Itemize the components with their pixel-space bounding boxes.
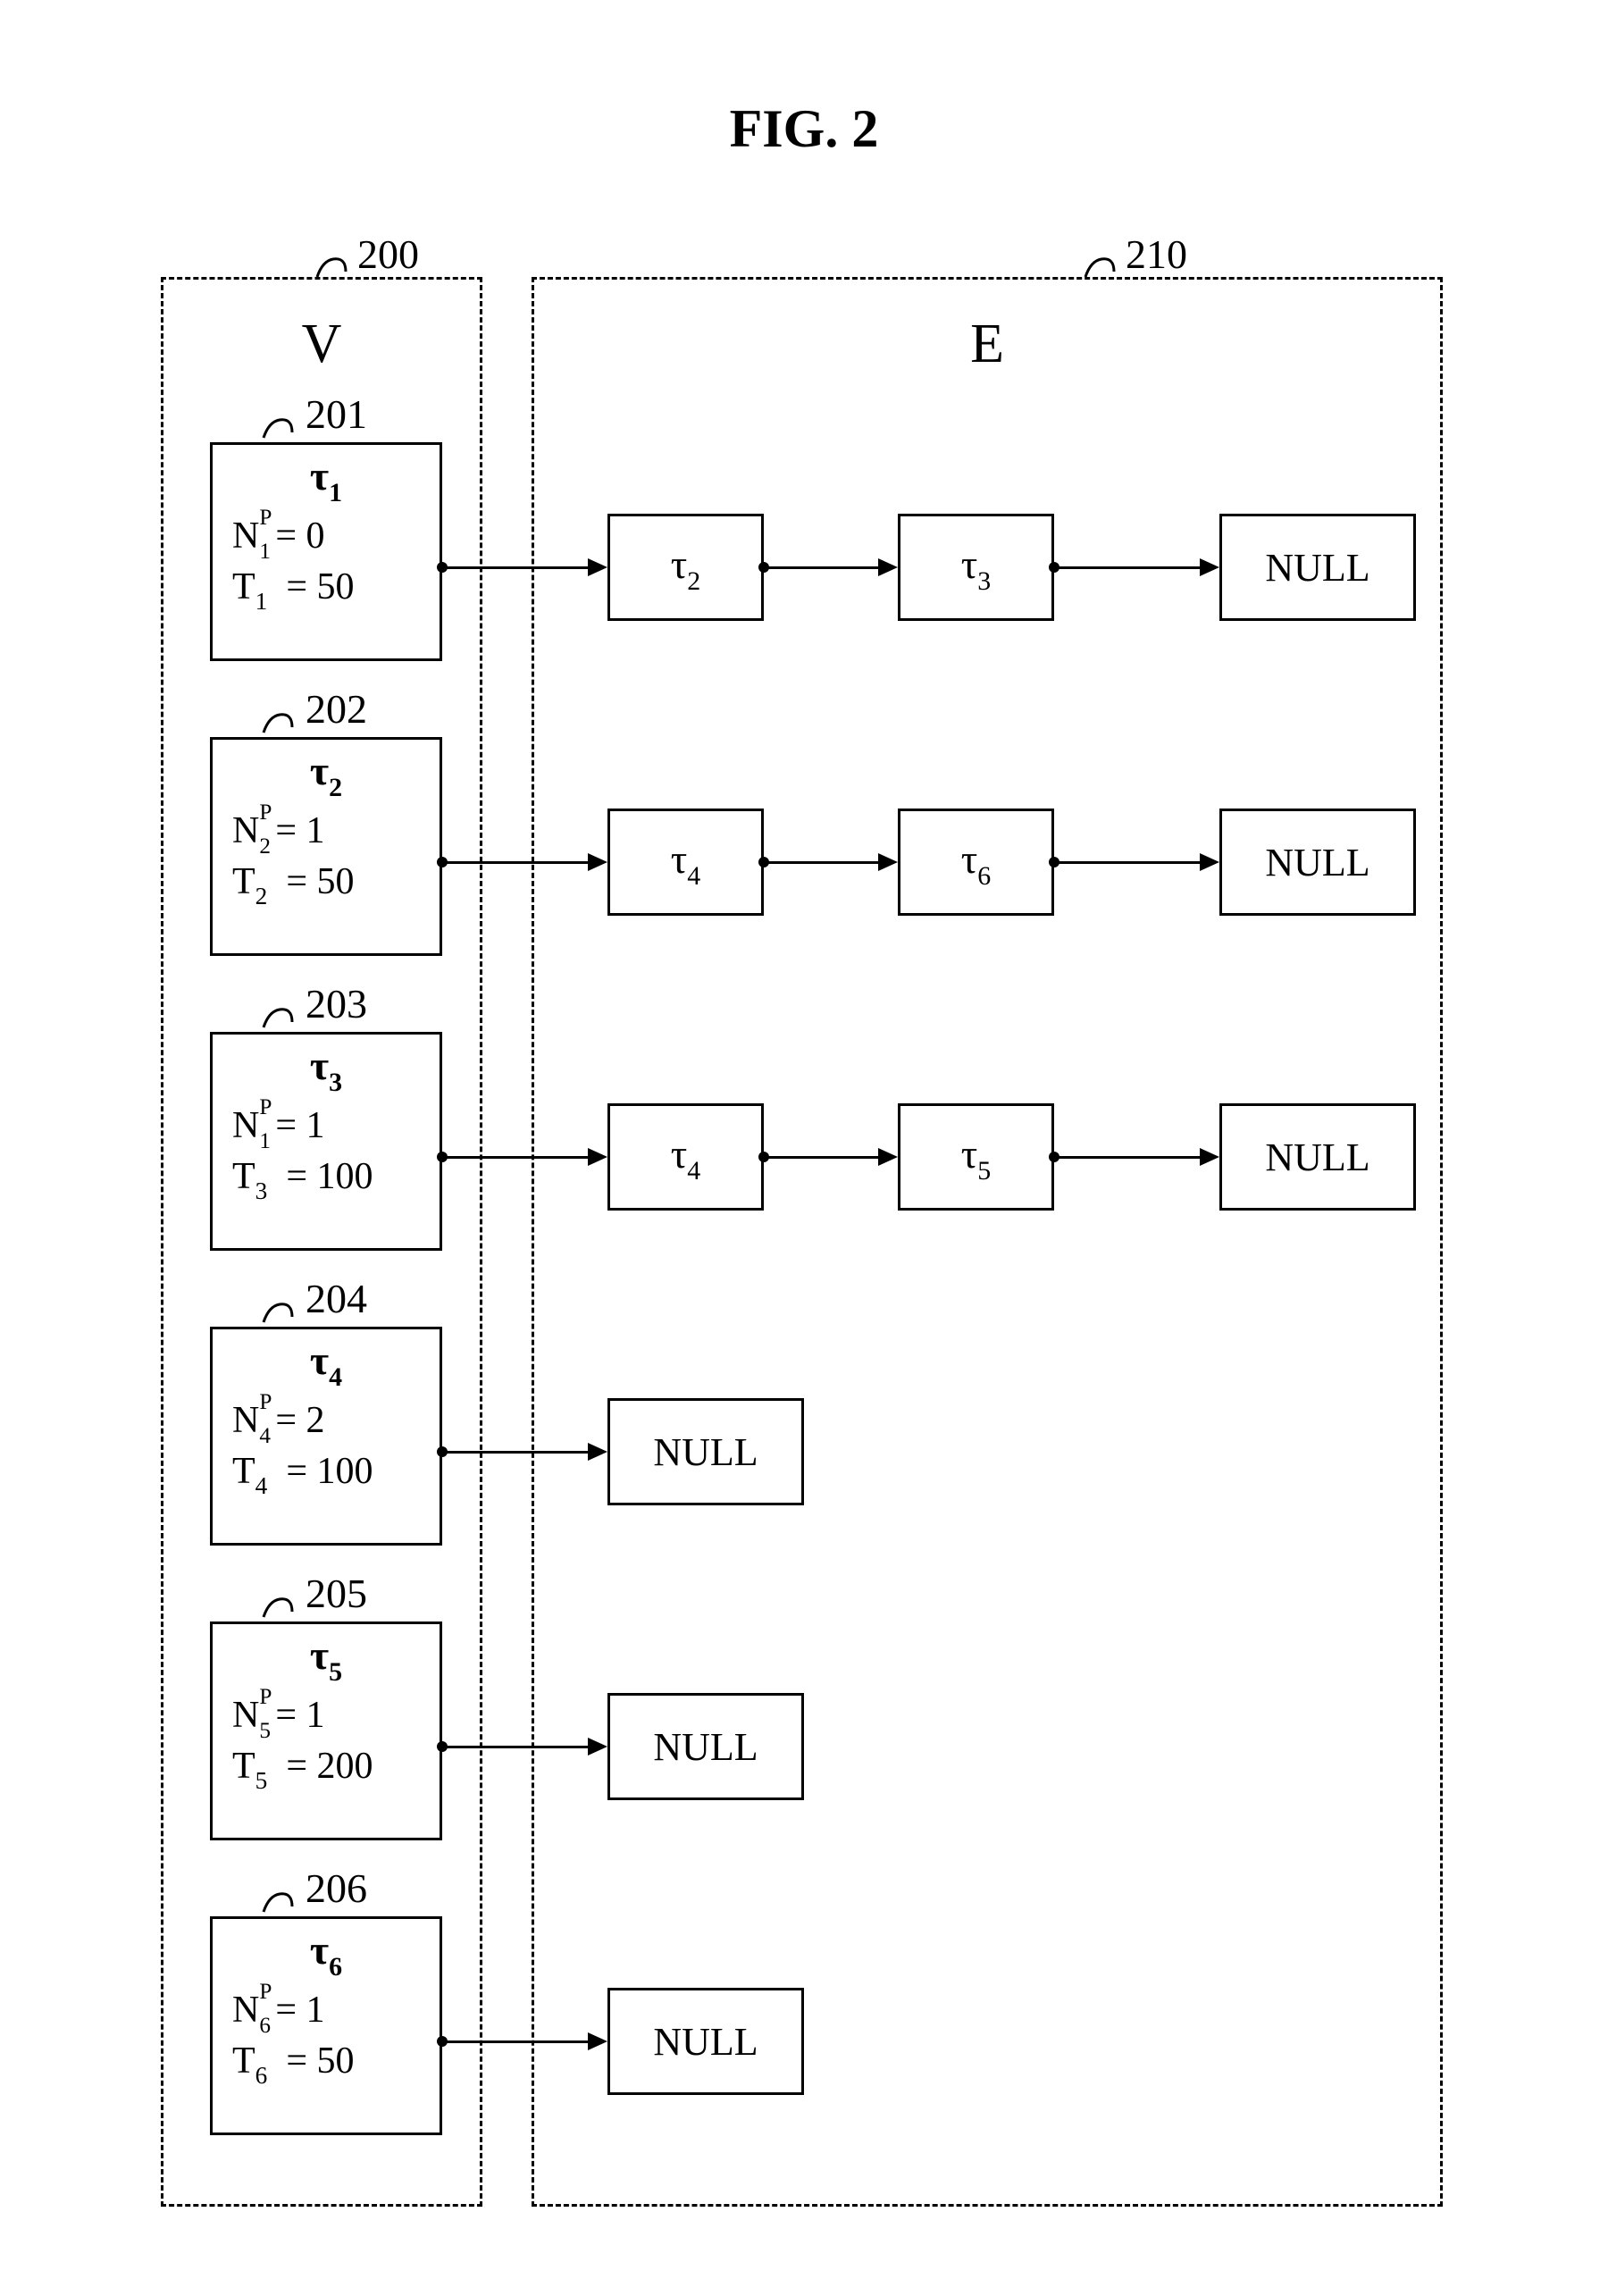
vnode-ref-v2: 202	[306, 685, 367, 733]
ref-label-200: 200	[357, 230, 419, 278]
enode-tau3-r0-c1: τ3	[898, 514, 1054, 621]
null-label: NULL	[653, 1429, 758, 1475]
region-e-label-text: E	[970, 314, 1004, 374]
vnode-n-line: NP1= 0	[213, 511, 440, 562]
enode-null-r1-c2: NULL	[1219, 809, 1416, 916]
arrow-line-r2-c2	[1054, 1156, 1200, 1159]
vnode-n-line: NP6= 1	[213, 1985, 440, 2036]
vnode-t-line: T1 = 50	[213, 562, 440, 616]
arrow-head-r0-c0	[588, 558, 607, 576]
arrow-line-r0-c0	[442, 566, 588, 569]
arrow-line-r2-c1	[764, 1156, 878, 1159]
figure-page: FIG. 2 V E 200 210 τ1NP1= 0T1 = 50201τ2N…	[0, 0, 1608, 2296]
vnode-leader-v2	[259, 701, 313, 737]
vnode-tau-label: τ4	[213, 1337, 440, 1390]
enode-null-r4-c0: NULL	[607, 1693, 804, 1800]
vnode-ref-v1: 201	[306, 390, 367, 438]
vnode-v6: τ6NP6= 1T6 = 50	[210, 1916, 442, 2135]
ref-200-text: 200	[357, 231, 419, 277]
arrow-head-r4-c0	[588, 1738, 607, 1756]
arrow-line-r0-c2	[1054, 566, 1200, 569]
enode-null-r3-c0: NULL	[607, 1398, 804, 1505]
region-e-label: E	[532, 313, 1443, 376]
vnode-leader-v1	[259, 406, 313, 442]
enode-tau-label: τ5	[961, 1130, 991, 1184]
arrow-head-r0-c1	[878, 558, 898, 576]
null-label: NULL	[1265, 545, 1369, 591]
arrow-head-r3-c0	[588, 1443, 607, 1461]
vnode-ref-v5: 205	[306, 1570, 367, 1617]
arrow-line-r1-c1	[764, 861, 878, 864]
vnode-leader-v3	[259, 996, 313, 1032]
vnode-v5: τ5NP5= 1T5 = 200	[210, 1621, 442, 1840]
figure-title-text: FIG. 2	[730, 99, 879, 158]
vnode-t-line: T5 = 200	[213, 1741, 440, 1795]
enode-tau-label: τ3	[961, 540, 991, 594]
enode-tau4-r1-c0: τ4	[607, 809, 764, 916]
enode-tau6-r1-c1: τ6	[898, 809, 1054, 916]
vnode-v2: τ2 NP2= 1T2 = 50	[210, 737, 442, 956]
vnode-t-line: T2 = 50	[213, 857, 440, 910]
arrow-head-r2-c2	[1200, 1148, 1219, 1166]
enode-tau-label: τ2	[671, 540, 700, 594]
arrow-line-r1-c2	[1054, 861, 1200, 864]
vnode-leader-v5	[259, 1586, 313, 1621]
vnode-v1: τ1NP1= 0T1 = 50	[210, 442, 442, 661]
ref-210-text: 210	[1126, 231, 1187, 277]
null-label: NULL	[653, 2019, 758, 2065]
region-v-label-text: V	[302, 314, 342, 374]
arrow-head-r5-c0	[588, 2032, 607, 2050]
vnode-t-line: T3 = 100	[213, 1152, 440, 1205]
ref-label-210: 210	[1126, 230, 1187, 278]
vnode-v4: τ4NP4= 2T4 = 100	[210, 1327, 442, 1546]
vnode-tau-label: τ1	[213, 452, 440, 506]
enode-null-r2-c2: NULL	[1219, 1103, 1416, 1211]
arrow-line-r0-c1	[764, 566, 878, 569]
vnode-n-line: NP1= 1	[213, 1101, 440, 1152]
region-v-label: V	[161, 313, 482, 376]
arrow-line-r2-c0	[442, 1156, 588, 1159]
vnode-t-line: T6 = 50	[213, 2036, 440, 2090]
arrow-head-r1-c1	[878, 853, 898, 871]
arrow-line-r1-c0	[442, 861, 588, 864]
null-label: NULL	[653, 1724, 758, 1770]
arrow-head-r0-c2	[1200, 558, 1219, 576]
vnode-t-line: T4 = 100	[213, 1446, 440, 1500]
vnode-leader-v4	[259, 1291, 313, 1327]
arrow-head-r2-c1	[878, 1148, 898, 1166]
arrow-head-r1-c0	[588, 853, 607, 871]
vnode-n-line: NP2= 1	[213, 806, 440, 857]
null-label: NULL	[1265, 1135, 1369, 1180]
figure-title: FIG. 2	[0, 98, 1608, 160]
arrow-line-r3-c0	[442, 1451, 588, 1454]
enode-tau2-r0-c0: τ2	[607, 514, 764, 621]
enode-tau5-r2-c1: τ5	[898, 1103, 1054, 1211]
vnode-tau-label: τ6	[213, 1926, 440, 1980]
arrow-head-r1-c2	[1200, 853, 1219, 871]
vnode-n-line: NP5= 1	[213, 1690, 440, 1741]
vnode-tau-label: τ2	[213, 747, 440, 800]
vnode-ref-v6: 206	[306, 1864, 367, 1912]
enode-tau4-r2-c0: τ4	[607, 1103, 764, 1211]
vnode-ref-v4: 204	[306, 1275, 367, 1322]
enode-null-r0-c2: NULL	[1219, 514, 1416, 621]
vnode-n-line: NP4= 2	[213, 1395, 440, 1446]
vnode-leader-v6	[259, 1881, 313, 1916]
enode-tau-label: τ6	[961, 835, 991, 889]
enode-tau-label: τ4	[671, 1130, 700, 1184]
enode-tau-label: τ4	[671, 835, 700, 889]
vnode-tau-label: τ5	[213, 1631, 440, 1685]
vnode-v3: τ3 NP1= 1T3 = 100	[210, 1032, 442, 1251]
vnode-tau-label: τ3	[213, 1042, 440, 1095]
enode-null-r5-c0: NULL	[607, 1988, 804, 2095]
arrow-head-r2-c0	[588, 1148, 607, 1166]
arrow-line-r5-c0	[442, 2040, 588, 2043]
arrow-line-r4-c0	[442, 1746, 588, 1748]
null-label: NULL	[1265, 840, 1369, 885]
vnode-ref-v3: 203	[306, 980, 367, 1027]
